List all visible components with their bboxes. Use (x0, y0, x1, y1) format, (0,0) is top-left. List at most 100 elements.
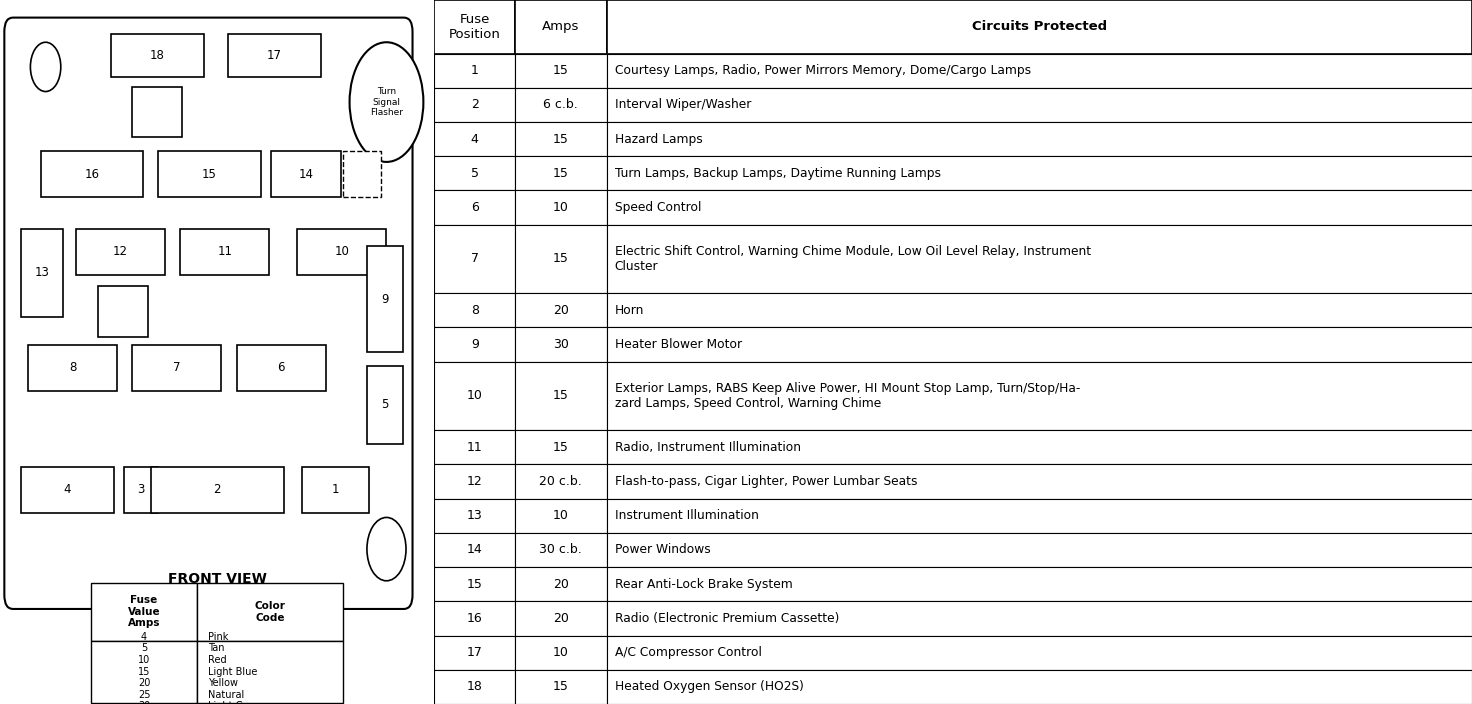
Bar (515, 225, 606, 293)
Text: 8: 8 (69, 361, 77, 375)
Text: 6: 6 (277, 361, 286, 375)
Bar (515, 156, 606, 191)
Bar (132, 87, 183, 137)
Text: 20: 20 (553, 612, 568, 625)
Text: 6: 6 (471, 201, 478, 214)
Text: 16: 16 (85, 168, 100, 181)
Bar (606, 533, 1472, 567)
Text: Interval Wiper/Washer: Interval Wiper/Washer (615, 99, 751, 111)
Text: Courtesy Lamps, Radio, Power Mirrors Memory, Dome/Cargo Lamps: Courtesy Lamps, Radio, Power Mirrors Mem… (615, 64, 1030, 77)
Bar (606, 0, 1472, 54)
Text: Horn: Horn (615, 304, 645, 317)
Bar (606, 498, 1472, 533)
Circle shape (31, 42, 60, 92)
Bar (41, 151, 143, 197)
Text: 15: 15 (553, 680, 568, 693)
Text: Heated Oxygen Sensor (HO2S): Heated Oxygen Sensor (HO2S) (615, 680, 804, 693)
Bar (197, 583, 343, 641)
Bar (21, 229, 63, 317)
Bar (434, 601, 515, 636)
Text: 10: 10 (553, 646, 568, 659)
Bar (434, 191, 515, 225)
Bar (606, 465, 1472, 498)
Bar (515, 191, 606, 225)
Bar (237, 345, 325, 391)
Bar (515, 533, 606, 567)
FancyBboxPatch shape (4, 18, 412, 609)
Bar (434, 156, 515, 191)
Text: 20 c.b.: 20 c.b. (539, 475, 583, 488)
Bar (367, 246, 402, 352)
Bar (434, 362, 515, 430)
Text: 15: 15 (553, 64, 568, 77)
Text: Heater Blower Motor: Heater Blower Motor (615, 338, 742, 351)
Bar (97, 286, 147, 337)
Bar (434, 293, 515, 327)
Text: 8: 8 (471, 304, 478, 317)
Text: 7: 7 (174, 361, 181, 375)
Text: 18: 18 (150, 49, 165, 62)
Bar (434, 567, 515, 601)
Bar (515, 362, 606, 430)
Text: 6 c.b.: 6 c.b. (543, 99, 578, 111)
Text: 14: 14 (467, 543, 483, 556)
Bar (132, 345, 221, 391)
Text: Fuse
Position: Fuse Position (449, 13, 500, 41)
Text: Instrument Illumination: Instrument Illumination (615, 509, 758, 522)
Bar (606, 327, 1472, 362)
Bar (302, 467, 369, 513)
Text: 30 c.b.: 30 c.b. (539, 543, 583, 556)
Bar (606, 430, 1472, 465)
Bar (606, 191, 1472, 225)
Bar (606, 225, 1472, 293)
Text: 1: 1 (331, 483, 339, 496)
Text: 11: 11 (467, 441, 483, 453)
Bar (434, 54, 515, 88)
Text: 1: 1 (471, 64, 478, 77)
Bar (606, 670, 1472, 704)
Text: FRONT VIEW: FRONT VIEW (168, 572, 266, 586)
Text: 15: 15 (553, 132, 568, 146)
Bar (367, 366, 402, 444)
Text: 9: 9 (381, 293, 389, 306)
Text: 5: 5 (381, 398, 389, 411)
Bar (28, 345, 118, 391)
Bar (180, 229, 269, 275)
Bar (515, 54, 606, 88)
Text: 4: 4 (63, 483, 71, 496)
Bar (515, 498, 606, 533)
Bar (110, 34, 205, 77)
Text: Turn
Signal
Flasher: Turn Signal Flasher (369, 87, 403, 117)
Circle shape (349, 42, 424, 162)
Bar (606, 54, 1472, 88)
Text: 15: 15 (553, 253, 568, 265)
Text: 11: 11 (218, 245, 233, 258)
Bar (606, 122, 1472, 156)
Text: 2: 2 (471, 99, 478, 111)
Text: 13: 13 (467, 509, 483, 522)
Bar (434, 533, 515, 567)
Text: 14: 14 (299, 168, 314, 181)
Bar (515, 293, 606, 327)
Text: Electric Shift Control, Warning Chime Module, Low Oil Level Relay, Instrument
Cl: Electric Shift Control, Warning Chime Mo… (615, 245, 1091, 273)
Text: 15: 15 (467, 578, 483, 591)
Text: Radio (Electronic Premium Cassette): Radio (Electronic Premium Cassette) (615, 612, 839, 625)
Text: 15: 15 (553, 389, 568, 403)
Bar (434, 327, 515, 362)
Text: 2: 2 (213, 483, 221, 496)
Text: Rear Anti-Lock Brake System: Rear Anti-Lock Brake System (615, 578, 792, 591)
Bar (434, 430, 515, 465)
Text: 10: 10 (467, 389, 483, 403)
Text: 10: 10 (553, 509, 568, 522)
Bar (159, 151, 261, 197)
Text: Speed Control: Speed Control (615, 201, 701, 214)
Bar (606, 88, 1472, 122)
Text: 10: 10 (553, 201, 568, 214)
Bar (434, 88, 515, 122)
Text: 7: 7 (471, 253, 478, 265)
Bar (515, 88, 606, 122)
Text: Radio, Instrument Illumination: Radio, Instrument Illumination (615, 441, 801, 453)
Bar (197, 641, 343, 703)
Text: 16: 16 (467, 612, 483, 625)
Circle shape (367, 517, 406, 581)
